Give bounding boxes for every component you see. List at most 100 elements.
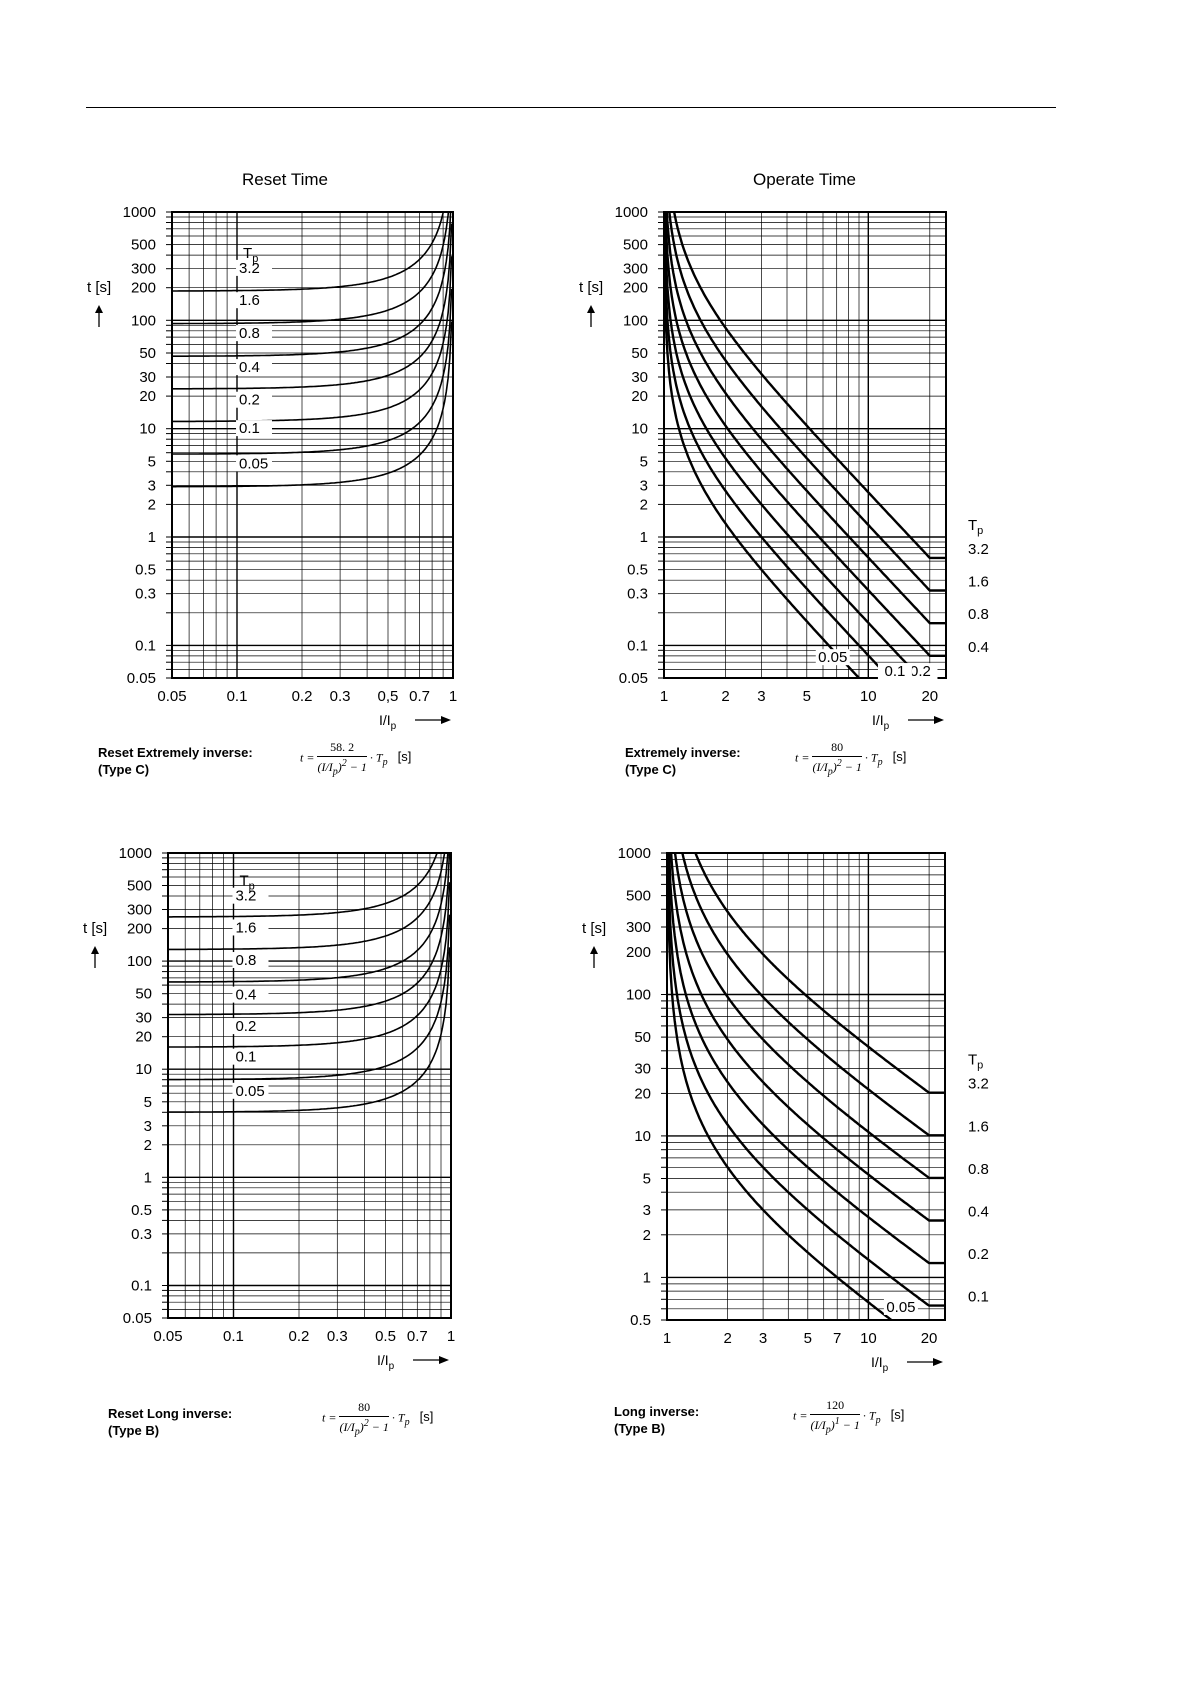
chart-4-ytick-label: 3 xyxy=(643,1202,651,1219)
chart-3-xtick-label: 0.3 xyxy=(327,1328,348,1345)
chart-3-series-label: 1.6 xyxy=(235,919,256,936)
chart-1-curve-tp-0_8 xyxy=(172,212,452,357)
chart-3-frame xyxy=(167,852,452,1319)
chart-2-ytick-label: 0.5 xyxy=(627,562,648,579)
chart-3-formula-numerator: 80 xyxy=(339,1400,389,1417)
chart-2-xtick-label: 2 xyxy=(721,688,729,705)
chart-3-series-label: 0.05 xyxy=(235,1083,264,1100)
chart-2-curve-label-bg xyxy=(815,649,850,666)
chart-4-xtick-label: 1 xyxy=(663,1330,671,1347)
chart-4-curve-label-bg xyxy=(883,1298,918,1315)
chart-1-ytick-label: 100 xyxy=(131,312,156,329)
chart-4-ytick-label: 30 xyxy=(634,1060,651,1077)
chart-3-series-label: 0.2 xyxy=(235,1018,256,1035)
chart-4-frame xyxy=(666,852,946,1321)
chart-1-ytick-label: 1 xyxy=(148,529,156,546)
chart-3-curve-tp-0_8 xyxy=(168,853,449,983)
chart-2-xlabel: I/Ip xyxy=(872,712,890,732)
chart-4-ytick-label: 200 xyxy=(626,944,651,961)
chart-1-xaxis-arrow-head xyxy=(441,716,451,724)
chart-3-series-label-bg xyxy=(232,919,269,936)
chart-4-curve-label: 0.05 xyxy=(886,1299,915,1316)
chart-1-ytick-label: 0.3 xyxy=(135,586,156,603)
chart-2-ytick-label: 0.3 xyxy=(627,586,648,603)
chart-4-xtick-label: 7 xyxy=(833,1330,841,1347)
chart-3-ytick-label: 10 xyxy=(135,1061,152,1078)
chart-2-ytick-label: 20 xyxy=(631,388,648,405)
chart-4-ytick-label: 50 xyxy=(634,1029,651,1046)
chart-1-xtick-label: 1 xyxy=(449,688,457,705)
chart-3-xaxis-arrow-head xyxy=(439,1356,449,1364)
chart-1-series-label-bg xyxy=(236,391,273,408)
chart-3-xtick-label: 1 xyxy=(447,1328,455,1345)
chart-3-ytick-label: 20 xyxy=(135,1029,152,1046)
chart-4-series-label: 0.2 xyxy=(968,1246,989,1263)
chart-3-ytick-label: 300 xyxy=(127,902,152,919)
chart-3-curve-tp-3_2 xyxy=(168,853,438,918)
chart-2-series-label: 0.4 xyxy=(968,639,989,656)
chart-4-formula: t = 120 (I/Ip)1 − 1 · Tp [s] xyxy=(793,1398,905,1436)
chart-3-ytick-label: 1 xyxy=(144,1169,152,1186)
chart-2-curve-tp-0_8 xyxy=(665,212,946,625)
chart-3-formula-label: Reset Long inverse: (Type B) xyxy=(108,1405,232,1439)
chart-3-xlabel: I/Ip xyxy=(377,1352,395,1372)
chart-1-ytick-label: 0.05 xyxy=(127,670,156,687)
chart-2-series-label: 0.8 xyxy=(968,606,989,623)
chart-1-ytick-label: 1000 xyxy=(123,204,156,221)
chart-1-xtick-label: 0.05 xyxy=(157,688,186,705)
chart-1-series-label: 1.6 xyxy=(239,292,260,309)
chart-4-legend-title: Tp xyxy=(968,1052,983,1072)
chart-2-frame xyxy=(663,211,947,679)
chart-3-formula-line-1: Reset Long inverse: xyxy=(108,1406,233,1421)
chart-1-formula-line-1: Reset Extremely inverse: xyxy=(98,745,253,760)
chart-1-ytick-label: 5 xyxy=(148,453,156,470)
chart-3-ytick-label: 0.3 xyxy=(131,1226,152,1243)
chart-2-formula-line-1: Extremely inverse: xyxy=(625,745,741,760)
chart-3-curve-tp-0_05 xyxy=(168,947,451,1113)
chart-3-yaxis-arrow-head xyxy=(91,946,99,954)
chart-4-xtick-label: 3 xyxy=(759,1330,767,1347)
chart-3-xtick-label: 0.7 xyxy=(407,1328,428,1345)
chart-4-ytick-label: 500 xyxy=(626,888,651,905)
chart-4-curve-tp-0_1 xyxy=(667,853,945,1307)
chart-4-curve-tp-0_8 xyxy=(673,853,945,1180)
chart-3-ytick-label: 1000 xyxy=(119,845,152,862)
chart-2-ytick-label: 200 xyxy=(623,280,648,297)
chart-4-ytick-label: 1 xyxy=(643,1269,651,1286)
chart-1-xtick-label: 0.3 xyxy=(330,688,351,705)
chart-2-ytick-label: 100 xyxy=(623,312,648,329)
chart-3-series-label-bg xyxy=(232,1048,269,1065)
chart-1-series-label-bg xyxy=(236,325,273,342)
chart-4-series-label: 1.6 xyxy=(968,1118,989,1135)
chart-1-title: Reset Time xyxy=(242,170,328,189)
chart-1-formula-unit: [s] xyxy=(397,749,412,765)
chart-1-series-label-bg xyxy=(236,420,273,437)
chart-2-ytick-label: 3 xyxy=(640,477,648,494)
chart-4-yaxis-arrow-head xyxy=(590,946,598,954)
chart-4-ylabel: t [s] xyxy=(582,920,606,937)
chart-3-series-label: 0.1 xyxy=(235,1049,256,1066)
chart-1-series-label-bg xyxy=(236,455,273,472)
chart-4-xtick-label: 20 xyxy=(921,1330,938,1347)
chart-2-xtick-label: 5 xyxy=(803,688,811,705)
chart-3-ytick-label: 0.5 xyxy=(131,1202,152,1219)
chart-1-frame xyxy=(171,211,454,679)
chart-1-ytick-label: 2 xyxy=(148,496,156,513)
chart-2-ytick-label: 0.1 xyxy=(627,637,648,654)
chart-1-ytick-label: 20 xyxy=(139,388,156,405)
chart-2-ytick-label: 10 xyxy=(631,421,648,438)
chart-4-series-label: 0.8 xyxy=(968,1161,989,1178)
chart-3-series-label: 0.4 xyxy=(235,987,256,1004)
chart-2-ytick-label: 1 xyxy=(640,529,648,546)
chart-4-curve-tp-0_4 xyxy=(669,853,945,1222)
chart-3-curves xyxy=(168,853,451,1113)
chart-4-curve-tp-0_05 xyxy=(667,853,894,1320)
chart-1-ytick-label: 30 xyxy=(139,369,156,386)
chart-3-formula-line-2: (Type B) xyxy=(108,1423,160,1438)
chart-1-xtick-label: 0.1 xyxy=(227,688,248,705)
chart-3-ytick-label: 0.05 xyxy=(123,1310,152,1327)
chart-3-ytick-label: 0.1 xyxy=(131,1277,152,1294)
chart-2-curve-label: 0.2 xyxy=(910,663,931,680)
chart-1-series-label: 0.4 xyxy=(239,359,260,376)
